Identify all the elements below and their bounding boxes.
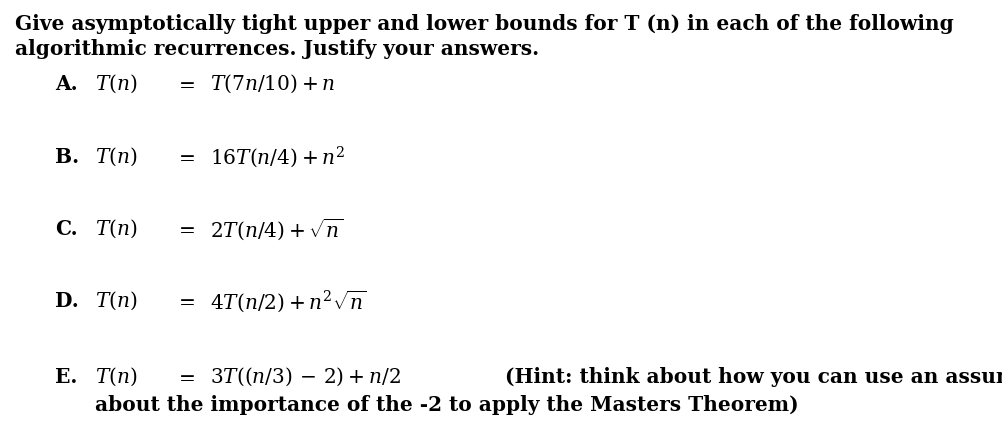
Text: $=$: $=$ bbox=[175, 74, 195, 94]
Text: B.: B. bbox=[55, 147, 79, 167]
Text: $T(n)$: $T(n)$ bbox=[95, 146, 137, 168]
Text: C.: C. bbox=[55, 219, 77, 239]
Text: Give asymptotically tight upper and lower bounds for T (n) in each of the follow: Give asymptotically tight upper and lowe… bbox=[15, 14, 954, 34]
Text: $4T(n/2) + n^2\sqrt{n}$: $4T(n/2) + n^2\sqrt{n}$ bbox=[210, 288, 367, 314]
Text: $=$: $=$ bbox=[175, 291, 195, 311]
Text: (Hint: think about how you can use an assumption: (Hint: think about how you can use an as… bbox=[505, 367, 1002, 387]
Text: $T(n)$: $T(n)$ bbox=[95, 73, 137, 95]
Text: $T(7n/10) + n$: $T(7n/10) + n$ bbox=[210, 73, 336, 95]
Text: E.: E. bbox=[55, 367, 77, 387]
Text: $T(n)$: $T(n)$ bbox=[95, 218, 137, 240]
Text: $2T(n/4) + \sqrt{n}$: $2T(n/4) + \sqrt{n}$ bbox=[210, 216, 344, 242]
Text: A.: A. bbox=[55, 74, 77, 94]
Text: $3T((n/3)\,-\,2) + n/2$: $3T((n/3)\,-\,2) + n/2$ bbox=[210, 366, 401, 388]
Text: $=$: $=$ bbox=[175, 147, 195, 167]
Text: $T(n)$: $T(n)$ bbox=[95, 366, 137, 388]
Text: about the importance of the -2 to apply the Masters Theorem): about the importance of the -2 to apply … bbox=[95, 395, 799, 415]
Text: $T(n)$: $T(n)$ bbox=[95, 290, 137, 312]
Text: $16T(n/4) + n^2$: $16T(n/4) + n^2$ bbox=[210, 144, 346, 170]
Text: algorithmic recurrences. Justify your answers.: algorithmic recurrences. Justify your an… bbox=[15, 39, 539, 59]
Text: D.: D. bbox=[55, 291, 79, 311]
Text: $=$: $=$ bbox=[175, 367, 195, 387]
Text: $=$: $=$ bbox=[175, 219, 195, 239]
